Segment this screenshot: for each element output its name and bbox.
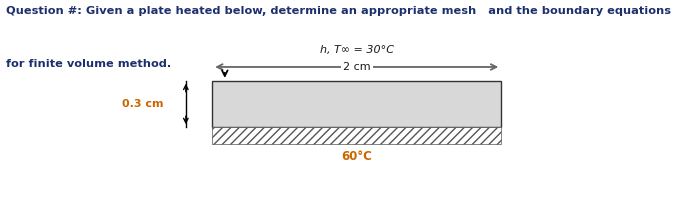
Text: 0.3 cm: 0.3 cm bbox=[122, 99, 164, 109]
Text: 60°C: 60°C bbox=[341, 150, 372, 163]
Text: 2 cm: 2 cm bbox=[343, 62, 370, 72]
Text: Question #: Given a plate heated below, determine an appropriate mesh   and the : Question #: Given a plate heated below, … bbox=[6, 6, 670, 16]
Text: h, T∞ = 30°C: h, T∞ = 30°C bbox=[319, 45, 394, 55]
Bar bbox=[212, 127, 501, 144]
Bar bbox=[212, 81, 501, 127]
Text: for finite volume method.: for finite volume method. bbox=[6, 59, 171, 69]
